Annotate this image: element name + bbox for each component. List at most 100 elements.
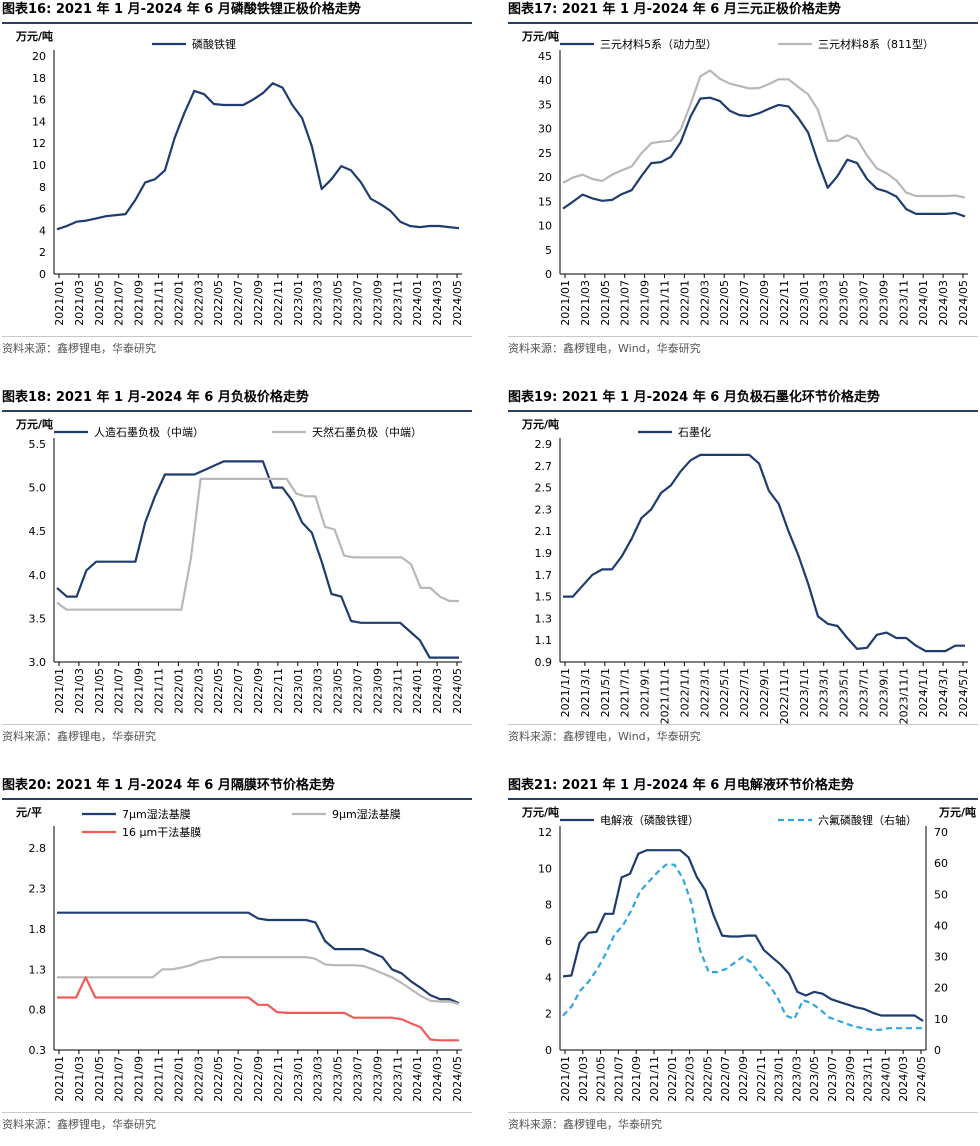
- y-tick-label: 1.7: [535, 569, 553, 582]
- source-note: 资料来源：鑫椤锂电，华泰研究: [2, 730, 156, 743]
- y-right-tick-label: 30: [934, 951, 948, 964]
- x-tick-label: 2021/3/1: [579, 668, 592, 717]
- series-line: [56, 82, 460, 231]
- chart-title: 图表21: 2021 年 1 月-2024 年 6 月电解液环节价格走势: [508, 776, 978, 800]
- source-divider: [508, 724, 978, 725]
- x-tick-label: 2023/05: [808, 1056, 821, 1102]
- x-tick-label: 2021/03: [73, 280, 86, 326]
- x-tick-label: 2021/07: [113, 668, 126, 714]
- y-axis-label: 万元/吨: [15, 29, 53, 43]
- x-tick-label: 2021/11: [153, 668, 166, 714]
- x-tick-label: 2024/05: [957, 280, 970, 326]
- x-tick-label: 2022/05: [212, 1056, 225, 1102]
- chart-panel-17: 图表17: 2021 年 1 月-2024 年 6 月三元正极价格走势 万元/吨…: [508, 0, 978, 370]
- x-tick-label: 2022/09: [758, 280, 771, 326]
- x-tick-label: 2022/5/1: [718, 668, 731, 717]
- y-tick-label: 35: [538, 98, 552, 111]
- x-tick-label: 2022/07: [232, 668, 245, 714]
- x-tick-label: 2023/11: [862, 1056, 875, 1102]
- y-tick-label: 3.0: [29, 656, 47, 669]
- x-tick-label: 2023/9/1: [877, 668, 890, 717]
- x-tick-label: 2024/5/1: [957, 668, 970, 717]
- chart-panel-21: 图表21: 2021 年 1 月-2024 年 6 月电解液环节价格走势 万元/…: [508, 776, 978, 1146]
- x-tick-label: 2022/11: [272, 1056, 285, 1102]
- x-tick-label: 2021/7/1: [619, 668, 632, 717]
- x-tick-label: 2023/01: [773, 1056, 786, 1102]
- y-tick-label: 10: [538, 862, 552, 875]
- x-tick-label: 2022/1/1: [678, 668, 691, 717]
- x-tick-label: 2024/1/1: [917, 668, 930, 717]
- line-chart: 万元/吨 3.0 3.5 4.0 4.5 5.0 5.5 2021/01 2021/03 2021…: [15, 417, 464, 714]
- x-tick-label: 2024/05: [451, 1056, 464, 1102]
- x-tick-label: 2022/01: [172, 1056, 185, 1102]
- y-right-tick-label: 10: [934, 1013, 948, 1026]
- y-tick-label: 5.0: [29, 482, 47, 495]
- x-tick-label: 2023/11/1: [897, 668, 910, 724]
- y-tick-label: 1.3: [535, 612, 553, 625]
- x-tick-label: 2022/07: [719, 1056, 732, 1102]
- x-tick-label: 2021/01: [53, 280, 66, 326]
- y-right-tick-label: 0: [934, 1044, 941, 1057]
- legend-label: 三元材料8系（811型）: [818, 37, 934, 51]
- x-tick-label: 2023/5/1: [838, 668, 851, 717]
- y-tick-label: 2: [545, 1008, 552, 1021]
- x-tick-label: 2022/03: [192, 668, 205, 714]
- x-tick-label: 2021/03: [73, 668, 86, 714]
- y-tick-label: 2: [39, 246, 46, 259]
- legend: 电解液（磷酸铁锂） 六氟磷酸锂（右轴）: [560, 813, 917, 827]
- y-tick-label: 18: [32, 72, 46, 85]
- legend-label: 7μm湿法基膜: [122, 807, 191, 821]
- y-tick-label: 5: [545, 244, 552, 257]
- y-tick-label: 2.3: [29, 883, 47, 896]
- series-line: [56, 477, 459, 611]
- y-tick-label: 0: [39, 268, 46, 281]
- x-tick-label: 2021/01: [53, 668, 66, 714]
- legend-label: 电解液（磷酸铁锂）: [600, 813, 699, 827]
- x-tick-label: 2023/11: [391, 668, 404, 714]
- line-chart: 万元/吨 0 5 10 15 20 25 30 35 40 45 2021/01 2021/03 2021…: [521, 29, 970, 326]
- x-tick-label: 2024/01: [411, 668, 424, 714]
- chart-panel-19: 图表19: 2021 年 1 月-2024 年 6 月负极石墨化环节价格走势 万…: [508, 388, 978, 758]
- x-tick-label: 2024/03: [431, 668, 444, 714]
- legend-label: 人造石墨负极（中端）: [94, 425, 204, 439]
- legend: 石墨化: [638, 425, 711, 439]
- y-tick-label: 6: [39, 203, 46, 216]
- source-note: 资料来源：鑫椤锂电，华泰研究: [2, 342, 156, 355]
- y-tick-label: 2.3: [535, 503, 553, 516]
- x-tick-label: 2022/11/1: [778, 668, 791, 724]
- x-tick-label: 2021/01: [559, 1056, 572, 1102]
- x-tick-label: 2021/09: [133, 1056, 146, 1102]
- x-tick-label: 2022/05: [212, 280, 225, 326]
- x-tick-label: 2021/09: [630, 1056, 643, 1102]
- y-tick-label: 10: [32, 159, 46, 172]
- x-tick-label: 2022/09: [252, 668, 265, 714]
- legend-label: 石墨化: [678, 425, 711, 439]
- line-chart: 万元/吨 万元/吨 0 2 4 6 8 10 12 0 10 20 30 40 50 60 70 2021/01 2…: [521, 805, 976, 1102]
- line-chart: 元/平 0.3 0.8 1.3 1.8 2.3 2.8 2021/01 2021/03 2021/…: [16, 806, 464, 1102]
- x-tick-label: 2023/05: [332, 280, 345, 326]
- x-tick-label: 2023/01: [798, 280, 811, 326]
- x-tick-label: 2022/11: [755, 1056, 768, 1102]
- chart-title: 图表20: 2021 年 1 月-2024 年 6 月隔膜环节价格走势: [2, 776, 472, 800]
- x-tick-label: 2023/07: [352, 1056, 365, 1102]
- y-right-tick-label: 70: [934, 826, 948, 839]
- y-tick-label: 2.5: [535, 482, 553, 495]
- y-right-tick-label: 50: [934, 888, 948, 901]
- y-right-tick-label: 40: [934, 919, 948, 932]
- y-tick-label: 8: [545, 899, 552, 912]
- y-tick-label: 14: [32, 115, 46, 128]
- source-divider: [2, 1112, 472, 1113]
- x-tick-label: 2022/03: [684, 1056, 697, 1102]
- x-tick-label: 2024/05: [451, 280, 464, 326]
- legend-label: 三元材料5系（动力型）: [600, 37, 717, 51]
- series-line: [562, 863, 923, 1031]
- x-tick-label: 2022/01: [666, 1056, 679, 1102]
- source-note: 资料来源：鑫椤锂电，华泰研究: [2, 1118, 156, 1131]
- x-tick-label: 2023/09: [371, 1056, 384, 1102]
- legend-label: 六氟磷酸锂（右轴）: [818, 813, 917, 827]
- x-tick-label: 2021/05: [93, 668, 106, 714]
- x-tick-label: 2023/03: [312, 668, 325, 714]
- x-tick-label: 2024/03: [937, 280, 950, 326]
- source-note: 资料来源：鑫椤锂电，Wind，华泰研究: [508, 730, 701, 743]
- x-tick-label: 2022/01: [172, 280, 185, 326]
